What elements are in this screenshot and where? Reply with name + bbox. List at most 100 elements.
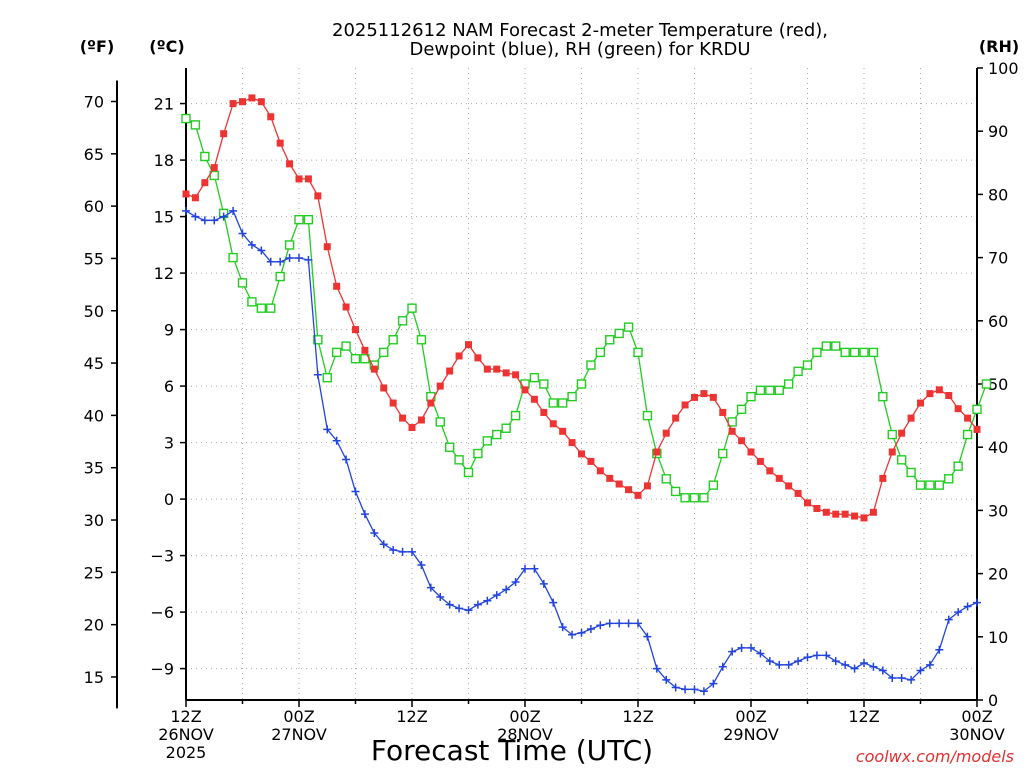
dew-point — [558, 623, 567, 632]
temp-point — [559, 427, 567, 435]
time-tick-label: 00Z — [961, 707, 992, 726]
rh-point — [605, 335, 615, 345]
rh-point — [482, 436, 493, 446]
rh-point — [812, 347, 822, 358]
rh-point — [934, 480, 945, 490]
rh-point — [303, 214, 314, 225]
dew-point — [360, 510, 369, 519]
dew-point — [398, 547, 407, 556]
celsius-tick-label: 18 — [154, 151, 174, 170]
dew-point — [191, 212, 200, 221]
rh-point — [793, 366, 803, 377]
temp-point — [907, 414, 915, 422]
rh-tick-label: 100 — [988, 59, 1019, 78]
rh-tick-label: 60 — [988, 312, 1008, 331]
dew-point — [935, 645, 944, 654]
rh-point — [548, 398, 558, 408]
dew-point — [521, 564, 529, 573]
rh-point — [473, 448, 483, 459]
temp-point — [917, 399, 924, 407]
rh-point — [878, 391, 888, 402]
dew-point — [737, 643, 746, 652]
rh-point — [689, 493, 700, 503]
rh-point — [925, 480, 935, 490]
dew-point — [182, 206, 190, 215]
temp-point — [973, 425, 981, 433]
rh-point — [699, 493, 709, 503]
rh-point — [284, 240, 295, 250]
rh-point — [840, 347, 850, 358]
dew-point — [624, 619, 633, 628]
temp-point — [267, 113, 275, 121]
dew-point — [907, 675, 916, 684]
rh-point — [247, 297, 257, 307]
dew-point — [916, 666, 925, 675]
dew-point — [643, 632, 652, 641]
dew-point — [756, 649, 765, 658]
temp-point — [201, 179, 209, 187]
rh-point — [228, 252, 238, 263]
rh-point — [557, 398, 568, 408]
rh-point — [510, 410, 521, 421]
temp-point — [239, 98, 246, 106]
rh-point — [586, 360, 596, 370]
dew-point — [219, 212, 228, 221]
dew-point — [210, 216, 219, 225]
rh-point — [887, 429, 897, 440]
temp-point — [191, 194, 199, 202]
temp-point — [879, 474, 887, 482]
fahrenheit-tick-label: 45 — [84, 354, 104, 373]
rh-point — [407, 303, 417, 313]
dew-point — [897, 674, 906, 683]
temp-point — [804, 499, 811, 507]
rh-point — [981, 379, 992, 389]
celsius-tick-label: 6 — [164, 377, 174, 396]
temp-point — [248, 94, 256, 102]
rh-point — [444, 442, 455, 452]
temp-point — [389, 399, 397, 407]
rh-tick-label: 0 — [988, 691, 998, 710]
temp-point — [304, 175, 312, 183]
rh-point — [350, 354, 361, 364]
dew-point — [342, 455, 351, 464]
time-tick-label: 12Z — [396, 707, 427, 726]
rh-tick-label: 20 — [988, 565, 1008, 584]
temp-point — [662, 429, 670, 437]
chart-axes: 152025303540455055606570−9−6−30369121518… — [84, 59, 1019, 762]
rh-point — [313, 335, 323, 345]
rh-point — [454, 455, 464, 465]
rh-point — [765, 385, 775, 396]
rh-point — [256, 303, 267, 313]
dew-point — [492, 591, 501, 600]
dew-point — [728, 647, 737, 656]
temp-point — [380, 384, 388, 392]
dew-point — [596, 621, 605, 630]
dew-point — [313, 370, 322, 379]
fahrenheit-tick-label: 15 — [84, 668, 104, 687]
dew-point — [568, 630, 577, 639]
rh-point — [906, 467, 916, 478]
rh-tick-label: 30 — [988, 501, 1008, 520]
temp-point — [822, 508, 830, 516]
rh-point — [190, 120, 201, 130]
dew-point — [539, 579, 548, 588]
rh-point — [962, 429, 973, 440]
rh-point — [492, 429, 502, 440]
rh-point — [718, 448, 728, 459]
temp-point — [446, 367, 454, 375]
temp-point — [775, 474, 783, 482]
dew-point — [483, 596, 492, 605]
temp-point — [295, 175, 303, 183]
rh-point — [388, 335, 398, 345]
dew-point — [765, 657, 774, 666]
temp-point — [728, 427, 736, 435]
temp-point — [738, 437, 746, 445]
dew-point — [473, 600, 482, 609]
dew-point — [332, 436, 341, 445]
rh-axis-label: (RH) — [979, 37, 1019, 56]
celsius-tick-label: −3 — [150, 547, 174, 566]
rh-point — [802, 360, 813, 370]
rh-point — [416, 335, 427, 345]
dew-point — [803, 653, 812, 662]
rh-point — [670, 486, 681, 497]
